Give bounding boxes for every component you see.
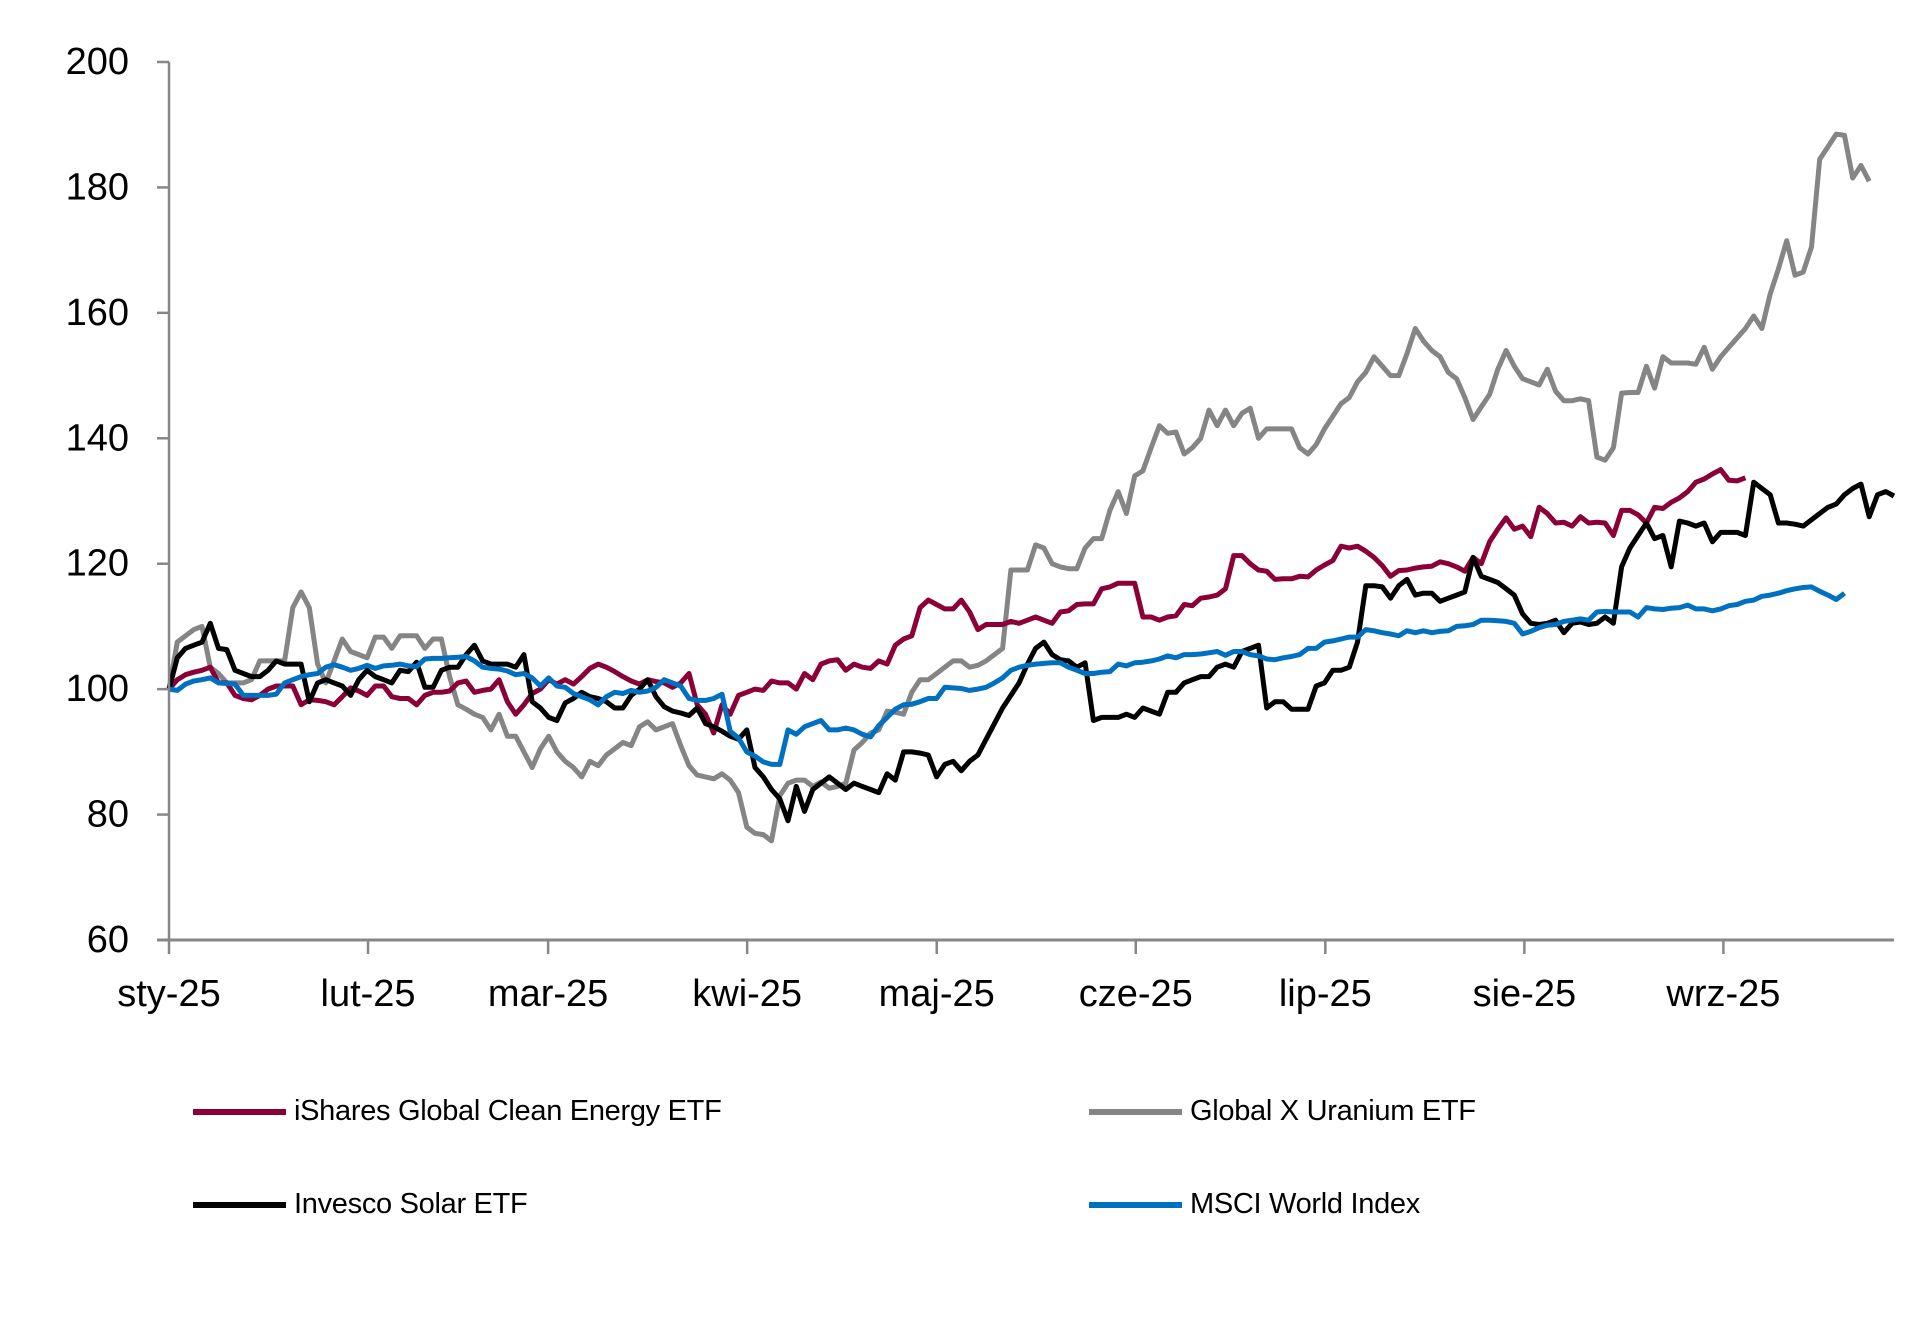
x-tick-label: mar-25 xyxy=(488,973,608,1015)
x-tick-label: sie-25 xyxy=(1473,973,1577,1015)
series-line-ishares-global-clean-energy-etf xyxy=(167,467,1747,736)
y-axis-ticks: 60 80 100 120 140 160 180 200 xyxy=(66,41,169,961)
legend-item-uranium[interactable]: Global X Uranium ETF xyxy=(1089,1095,1476,1128)
legend-label-msci: MSCI World Index xyxy=(1190,1188,1420,1220)
x-tick-label: sty-25 xyxy=(117,973,220,1015)
x-tick-label: wrz-25 xyxy=(1665,973,1780,1015)
y-tick-label: 120 xyxy=(66,543,129,585)
legend-swatch-uranium xyxy=(1089,1108,1182,1115)
x-tick-label: maj-25 xyxy=(879,973,995,1015)
x-tick-label: cze-25 xyxy=(1079,973,1193,1015)
x-tick-label: lut-25 xyxy=(321,973,416,1015)
y-tick-label: 200 xyxy=(66,41,129,83)
y-tick-label: 100 xyxy=(66,668,129,710)
plot-lines xyxy=(166,131,1896,844)
y-tick-label: 160 xyxy=(66,292,129,334)
y-tick-label: 140 xyxy=(66,417,129,459)
series-line-msci-world-index xyxy=(168,584,1847,767)
legend-item-msci[interactable]: MSCI World Index xyxy=(1089,1188,1420,1221)
x-axis-ticks: sty-25 lut-25 mar-25 kwi-25 maj-25 cze-25 lip-… xyxy=(117,940,1780,1015)
legend-label-uranium: Global X Uranium ETF xyxy=(1190,1095,1476,1127)
x-tick-label: lip-25 xyxy=(1279,973,1372,1015)
y-tick-label: 180 xyxy=(66,166,129,208)
legend-item-invesco[interactable]: Invesco Solar ETF xyxy=(193,1188,528,1221)
legend-swatch-invesco xyxy=(193,1201,286,1208)
legend-swatch-msci xyxy=(1089,1201,1182,1208)
legend-item-ishares[interactable]: iShares Global Clean Energy ETF xyxy=(193,1095,722,1128)
legend-label-ishares: iShares Global Clean Energy ETF xyxy=(294,1095,722,1127)
y-tick-label: 60 xyxy=(87,919,129,961)
x-tick-label: kwi-25 xyxy=(692,973,802,1015)
series-line-global-x-uranium-etf xyxy=(166,131,1872,844)
legend-swatch-ishares xyxy=(193,1108,286,1115)
y-tick-label: 80 xyxy=(87,794,129,836)
series-line-invesco-solar-etf xyxy=(166,479,1896,824)
legend-label-invesco: Invesco Solar ETF xyxy=(294,1188,528,1220)
